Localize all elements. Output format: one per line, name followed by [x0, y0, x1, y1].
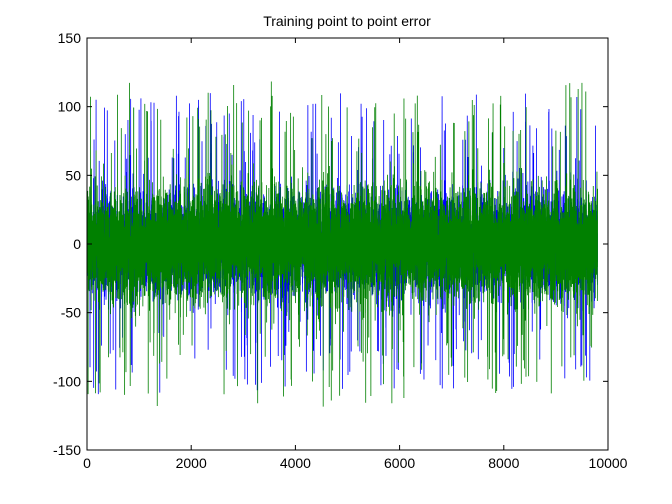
x-tick-labels: 0 2000 4000 6000 8000 10000	[83, 455, 628, 471]
x-tick-label: 10000	[589, 455, 628, 471]
y-tick-label: 150	[58, 30, 82, 46]
y-tick-label: -50	[61, 305, 81, 321]
chart-title: Training point to point error	[263, 13, 431, 29]
y-tick-label: 100	[58, 99, 82, 115]
ticks-layer	[86, 37, 609, 451]
x-tick-label: 8000	[488, 455, 519, 471]
y-tick-label: -150	[53, 442, 81, 458]
y-tick-label: -100	[53, 373, 81, 389]
x-tick-label: 0	[83, 455, 91, 471]
series-line-2	[86, 81, 598, 407]
series-layer	[86, 81, 598, 407]
y-tick-label: 0	[73, 236, 81, 252]
y-tick-label: 50	[65, 167, 81, 183]
x-tick-label: 2000	[176, 455, 207, 471]
y-tick-labels: -150 -100 -50 0 50 100 150	[53, 30, 81, 458]
x-tick-label: 6000	[384, 455, 415, 471]
x-tick-label: 4000	[280, 455, 311, 471]
